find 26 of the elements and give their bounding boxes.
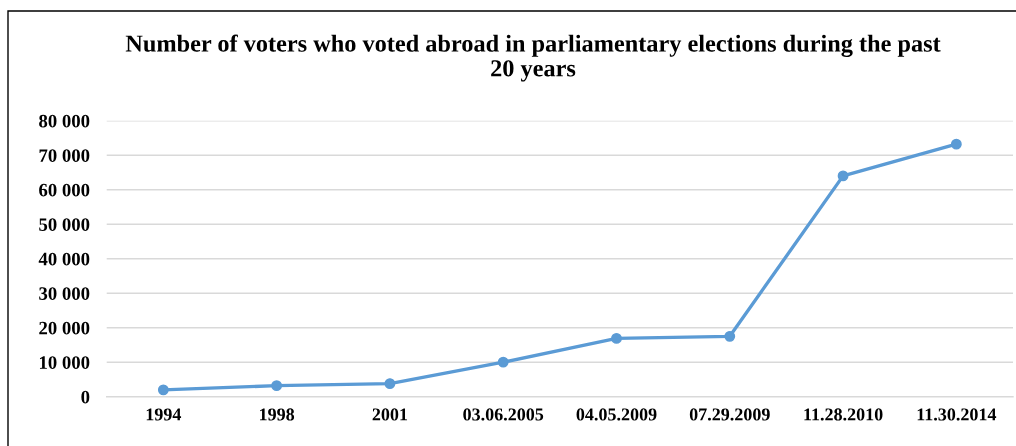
y-tick-label: 0 (81, 390, 90, 404)
y-tick-label: 10 000 (39, 356, 90, 369)
y-tick-label: 70 000 (39, 149, 90, 162)
y-tick-label: 20 000 (39, 321, 90, 335)
y-tick-label: 50 000 (39, 218, 90, 231)
x-tick-label: 2001 (372, 408, 408, 421)
x-tick-label: 1994 (146, 408, 182, 421)
y-tick-label: 60 000 (39, 183, 90, 197)
point (724, 330, 736, 342)
x-tick-label: 11.28.2010 (804, 408, 883, 421)
point (837, 170, 849, 182)
point (611, 332, 622, 344)
x-tick-label: 1998 (260, 408, 295, 421)
y-tick-label: 30 000 (39, 287, 90, 300)
chart-title: Number of voters who voted abroad in parliamentary elections during the past 20 years (125, 34, 941, 82)
point (384, 378, 396, 390)
point (497, 356, 509, 368)
y-tick-label: 80 000 (39, 114, 90, 128)
point (157, 384, 169, 396)
x-tick-label: 07.29.2009 (689, 408, 770, 421)
point (950, 138, 962, 150)
x-tick-label: 03.06.2005 (463, 408, 544, 421)
y-tick-label: 40 000 (38, 252, 90, 266)
x-tick-label: 04.05.2009 (576, 408, 657, 421)
point (271, 380, 283, 392)
x-tick-label: 11.30.2014 (917, 408, 997, 421)
